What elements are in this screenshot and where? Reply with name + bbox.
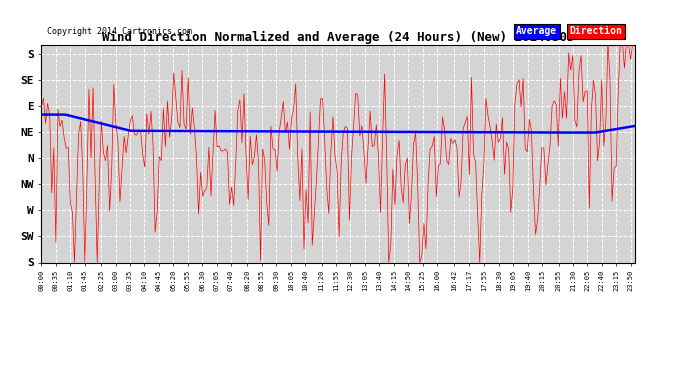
Text: Copyright 2014 Cartronics.com: Copyright 2014 Cartronics.com [48,27,193,36]
Text: Average: Average [516,26,558,36]
Title: Wind Direction Normalized and Average (24 Hours) (New) 20140305: Wind Direction Normalized and Average (2… [102,31,574,44]
Text: Direction: Direction [569,26,622,36]
